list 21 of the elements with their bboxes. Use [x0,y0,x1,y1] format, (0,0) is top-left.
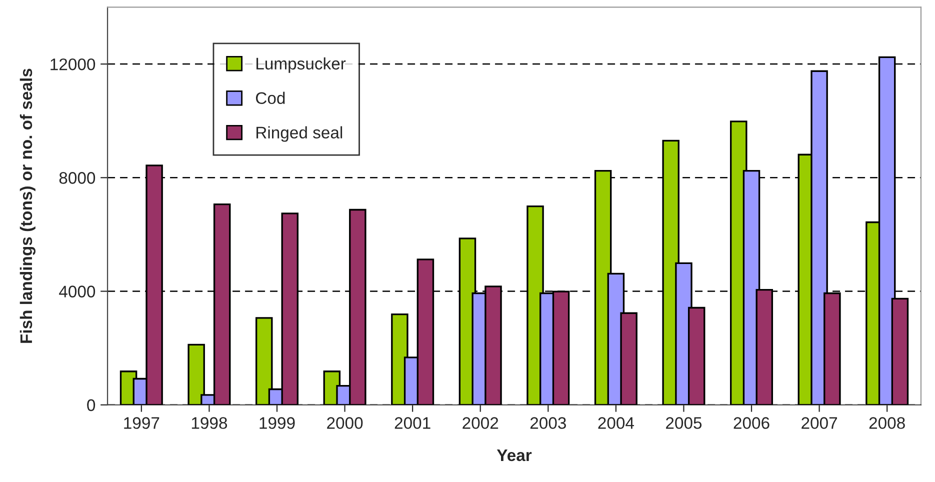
legend-label: Ringed seal [256,126,342,142]
x-tick-label: 2003 [530,417,566,429]
x-tick-label: 2004 [598,417,634,429]
y-axis-title: Fish landings (tons) or no. of seals [20,68,36,343]
legend-label: Cod [256,92,285,104]
x-tick-label: 1998 [192,417,228,429]
x-tick-label: 2005 [666,417,702,429]
x-tick-label: 1997 [124,417,160,429]
x-tick-label: 2002 [462,417,498,429]
y-tick-label: 4000 [59,286,96,298]
x-tick-label: 2008 [869,417,905,429]
x-tick-label: 2006 [734,417,770,429]
x-axis-title: Year [496,450,532,462]
legend-label: Lumpsucker [256,57,346,73]
y-tick-label: 8000 [59,172,96,184]
x-tick-label: 1999 [260,417,295,429]
y-tick-label: 0 [87,399,96,412]
x-tick-label: 2000 [327,417,363,429]
y-tick-label: 12000 [50,58,96,70]
x-tick-label: 2007 [802,417,837,429]
x-tick-label: 2001 [394,417,430,429]
